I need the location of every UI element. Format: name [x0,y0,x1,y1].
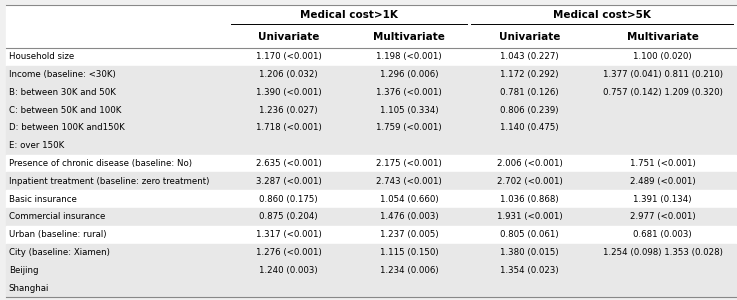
Text: Household size: Household size [9,52,74,61]
Text: Medical cost>5K: Medical cost>5K [553,10,652,20]
Bar [6,48,736,65]
Text: 1.390 (<0.001): 1.390 (<0.001) [256,88,321,97]
Bar [6,119,736,137]
Text: 2.635 (<0.001): 2.635 (<0.001) [256,159,321,168]
Text: E: over 150K: E: over 150K [9,141,64,150]
Text: 1.376 (<0.001): 1.376 (<0.001) [376,88,442,97]
Bar [6,83,736,101]
Text: 0.860 (0.175): 0.860 (0.175) [259,195,318,204]
Text: 1.751 (<0.001): 1.751 (<0.001) [629,159,696,168]
Text: 2.702 (<0.001): 2.702 (<0.001) [497,177,562,186]
Bar [6,190,736,208]
Bar [6,101,736,119]
Text: Commercial insurance: Commercial insurance [9,212,105,221]
Bar [6,208,736,226]
Bar [6,226,736,244]
Text: 1.036 (0.868): 1.036 (0.868) [500,195,559,204]
Bar [6,137,736,154]
Text: 0.805 (0.061): 0.805 (0.061) [500,230,559,239]
Text: 2.489 (<0.001): 2.489 (<0.001) [629,177,696,186]
Text: 1.240 (0.003): 1.240 (0.003) [259,266,318,275]
Bar [6,279,736,297]
Text: City (baseline: Xiamen): City (baseline: Xiamen) [9,248,110,257]
Text: Medical cost>1K: Medical cost>1K [300,10,398,20]
Text: 1.043 (0.227): 1.043 (0.227) [500,52,559,61]
Text: 1.172 (0.292): 1.172 (0.292) [500,70,559,79]
Text: 2.743 (<0.001): 2.743 (<0.001) [376,177,442,186]
Bar [6,172,736,190]
Text: 2.175 (<0.001): 2.175 (<0.001) [376,159,442,168]
Text: 0.781 (0.126): 0.781 (0.126) [500,88,559,97]
Text: 1.254 (0.098) 1.353 (0.028): 1.254 (0.098) 1.353 (0.028) [603,248,722,257]
Text: 1.759 (<0.001): 1.759 (<0.001) [376,123,441,132]
Text: 3.287 (<0.001): 3.287 (<0.001) [256,177,321,186]
Text: 1.206 (0.032): 1.206 (0.032) [259,70,318,79]
Bar [6,4,736,48]
Text: 0.757 (0.142) 1.209 (0.320): 0.757 (0.142) 1.209 (0.320) [603,88,722,97]
Text: Presence of chronic disease (baseline: No): Presence of chronic disease (baseline: N… [9,159,192,168]
Text: 1.391 (0.134): 1.391 (0.134) [633,195,692,204]
Text: C: between 50K and 100K: C: between 50K and 100K [9,106,121,115]
Text: 1.296 (0.006): 1.296 (0.006) [380,70,439,79]
Text: 1.276 (<0.001): 1.276 (<0.001) [256,248,321,257]
Bar [6,65,736,83]
Text: Beijing: Beijing [9,266,38,275]
Text: 1.377 (0.041) 0.811 (0.210): 1.377 (0.041) 0.811 (0.210) [603,70,722,79]
Text: 1.115 (0.150): 1.115 (0.150) [380,248,439,257]
Text: 1.476 (0.003): 1.476 (0.003) [380,212,439,221]
Text: 1.931 (<0.001): 1.931 (<0.001) [497,212,562,221]
Text: Inpatient treatment (baseline: zero treatment): Inpatient treatment (baseline: zero trea… [9,177,209,186]
Text: 1.718 (<0.001): 1.718 (<0.001) [256,123,321,132]
Text: Shanghai: Shanghai [9,284,49,292]
Text: 1.198 (<0.001): 1.198 (<0.001) [376,52,441,61]
Text: Univariate: Univariate [499,32,560,42]
Text: 1.317 (<0.001): 1.317 (<0.001) [256,230,321,239]
Text: B: between 30K and 50K: B: between 30K and 50K [9,88,116,97]
Text: 2.977 (<0.001): 2.977 (<0.001) [629,212,696,221]
Text: Basic insurance: Basic insurance [9,195,77,204]
Text: 2.006 (<0.001): 2.006 (<0.001) [497,159,562,168]
Text: 1.100 (0.020): 1.100 (0.020) [633,52,692,61]
Text: 1.234 (0.006): 1.234 (0.006) [380,266,439,275]
Text: D: between 100K and150K: D: between 100K and150K [9,123,125,132]
Text: Income (baseline: <30K): Income (baseline: <30K) [9,70,116,79]
Text: 1.354 (0.023): 1.354 (0.023) [500,266,559,275]
Text: Urban (baseline: rural): Urban (baseline: rural) [9,230,106,239]
Bar [6,154,736,172]
Text: Multivariate: Multivariate [373,32,445,42]
Text: 1.236 (0.027): 1.236 (0.027) [259,106,318,115]
Text: 0.681 (0.003): 0.681 (0.003) [633,230,692,239]
Bar [6,244,736,261]
Text: 1.380 (0.015): 1.380 (0.015) [500,248,559,257]
Text: 1.140 (0.475): 1.140 (0.475) [500,123,559,132]
Text: 0.875 (0.204): 0.875 (0.204) [259,212,318,221]
Text: Univariate: Univariate [258,32,319,42]
Text: Multivariate: Multivariate [626,32,699,42]
Text: 1.105 (0.334): 1.105 (0.334) [380,106,439,115]
Text: 1.237 (0.005): 1.237 (0.005) [380,230,439,239]
Text: 0.806 (0.239): 0.806 (0.239) [500,106,559,115]
Bar [6,261,736,279]
Text: 1.054 (0.660): 1.054 (0.660) [380,195,439,204]
Text: 1.170 (<0.001): 1.170 (<0.001) [256,52,321,61]
